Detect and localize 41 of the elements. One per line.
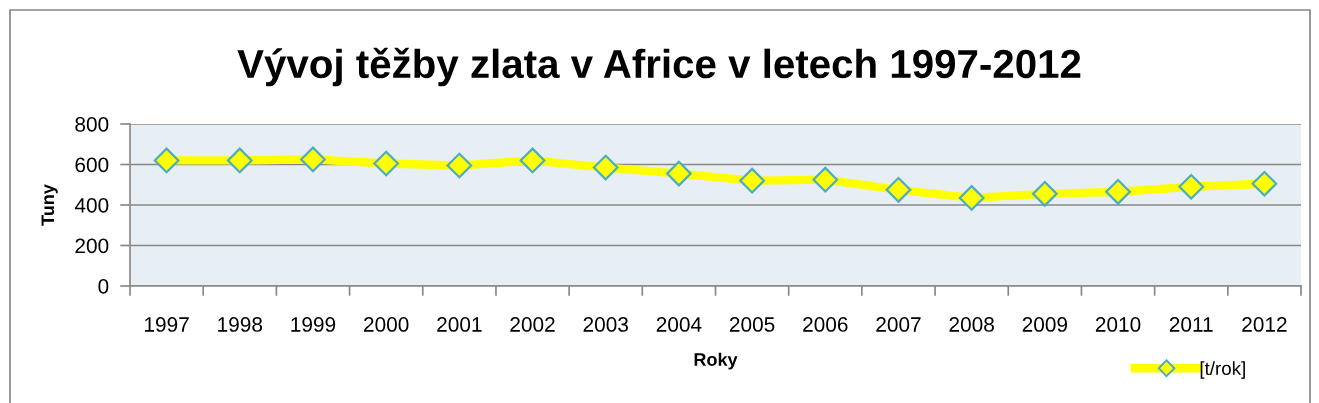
x-tick-label: 2008: [949, 317, 994, 332]
point: [1031, 180, 1058, 207]
point: [739, 167, 765, 194]
x-tick-label: 1997: [145, 317, 189, 332]
y-axis-title: Tuny: [41, 184, 58, 226]
x-tick-label: 2000: [364, 317, 409, 332]
legend-label: [t/rok]: [1200, 361, 1245, 379]
y-tick-label: 600: [75, 157, 109, 173]
point: [300, 146, 326, 173]
x-tick-label: 2006: [803, 317, 848, 332]
x-tick-label: 1999: [291, 317, 336, 332]
point: [1178, 173, 1205, 200]
x-tick-label: 2009: [1022, 317, 1068, 332]
point: [1105, 178, 1131, 205]
point: [958, 185, 985, 211]
x-axis-title: Roky: [694, 352, 738, 370]
x-tick-label: 1998: [218, 317, 263, 332]
point: [446, 152, 473, 179]
point: [1251, 170, 1278, 197]
x-tick-label: 2005: [729, 317, 775, 332]
x-tick-label: 2004: [656, 317, 702, 332]
point: [666, 160, 692, 187]
x-tick-label: 2001: [437, 317, 482, 332]
point: [153, 147, 180, 174]
point: [885, 176, 912, 203]
x-tick-label: 2002: [510, 317, 555, 332]
point: [226, 147, 253, 174]
x-tick-label: 2010: [1095, 317, 1141, 332]
point: [373, 150, 400, 177]
y-tick-label: 200: [75, 238, 109, 254]
x-tick-label: 2007: [876, 317, 921, 332]
x-tick-label: 2012: [1242, 317, 1287, 332]
y-tick-label: 400: [74, 198, 109, 213]
point: [812, 166, 839, 193]
point: [592, 154, 619, 181]
x-tick-label: 2011: [1169, 317, 1213, 332]
y-tick-label: 800: [75, 117, 109, 132]
point: [519, 147, 546, 174]
chart-title: Vývoj těžby zlata v Africe v letech 1997-2012: [237, 47, 1081, 87]
x-tick-label: 2003: [583, 317, 628, 332]
y-tick-label: 0: [98, 279, 109, 294]
